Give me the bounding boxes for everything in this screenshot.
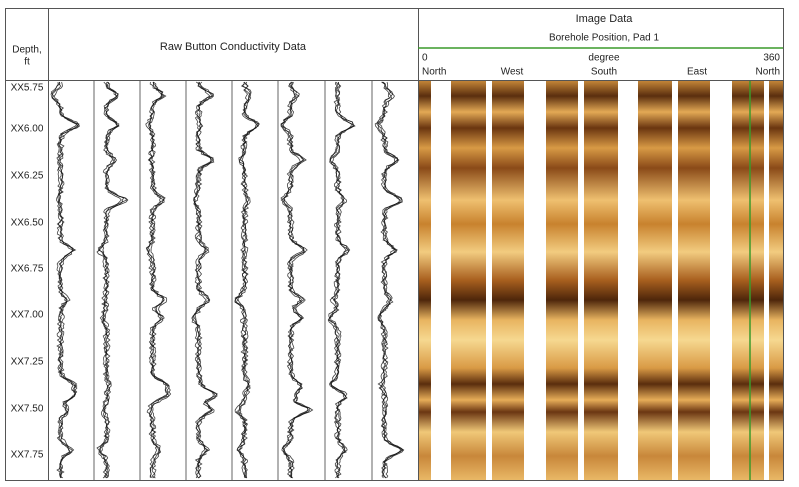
conductivity-curve: [377, 81, 402, 479]
depth-label: XX7.25: [11, 357, 44, 368]
frame: [5, 8, 784, 481]
pad-gap: [764, 81, 769, 480]
conductivity-curve: [50, 81, 79, 479]
image-subtitle: Borehole Position, Pad 1: [549, 33, 660, 44]
conductivity-curve: [281, 81, 311, 479]
conductivity-curve: [146, 81, 169, 478]
conductivity-curve: [191, 81, 214, 479]
raw-title: Raw Button Conductivity Data: [160, 41, 307, 53]
pad-gap: [524, 81, 546, 480]
conductivity-curve: [50, 81, 79, 479]
depth-label: XX7.75: [11, 450, 44, 461]
pad-gap: [710, 81, 732, 480]
conductivity-curve: [328, 81, 354, 479]
pad-gap: [486, 81, 492, 480]
scale-min: 0: [422, 53, 428, 64]
pad-gap: [431, 81, 451, 480]
pad-gap: [618, 81, 638, 480]
conductivity-curve: [328, 81, 355, 479]
conductivity-curve: [329, 81, 356, 479]
conductivity-curve: [145, 81, 169, 479]
conductivity-curve: [53, 81, 81, 479]
conductivity-curve: [194, 81, 218, 479]
depth-header: ft: [24, 57, 30, 68]
conductivity-curve: [237, 81, 260, 479]
depth-label: XX6.25: [11, 171, 44, 182]
direction: East: [687, 67, 707, 78]
depth-label: XX6.50: [11, 218, 44, 229]
direction: South: [591, 67, 617, 78]
depth-label: XX7.00: [11, 310, 44, 321]
image-title: Image Data: [576, 13, 634, 25]
conductivity-curve: [234, 81, 260, 479]
conductivity-curve: [192, 81, 218, 479]
pad-gap: [578, 81, 584, 480]
direction: West: [501, 67, 524, 78]
conductivity-curve: [147, 81, 170, 479]
pad-gap: [672, 81, 678, 480]
depth-label: XX7.50: [11, 404, 44, 415]
depth-label: XX6.75: [11, 264, 44, 275]
direction: North: [422, 67, 446, 78]
direction: North: [756, 67, 780, 78]
depth-header: Depth,: [12, 45, 41, 56]
conductivity-curve: [378, 81, 405, 479]
conductivity-curve: [148, 81, 172, 479]
conductivity-curve: [98, 81, 125, 479]
conductivity-curve: [234, 81, 260, 479]
conductivity-curve: [100, 81, 129, 479]
conductivity-curve: [376, 81, 404, 479]
conductivity-curve: [281, 81, 314, 479]
depth-label: XX6.00: [11, 124, 44, 135]
conductivity-curve: [51, 81, 80, 479]
scale-unit: degree: [588, 53, 620, 64]
scale-max: 360: [763, 53, 780, 64]
conductivity-curve: [374, 81, 403, 479]
depth-label: XX5.75: [11, 83, 44, 94]
conductivity-curve: [97, 81, 128, 479]
